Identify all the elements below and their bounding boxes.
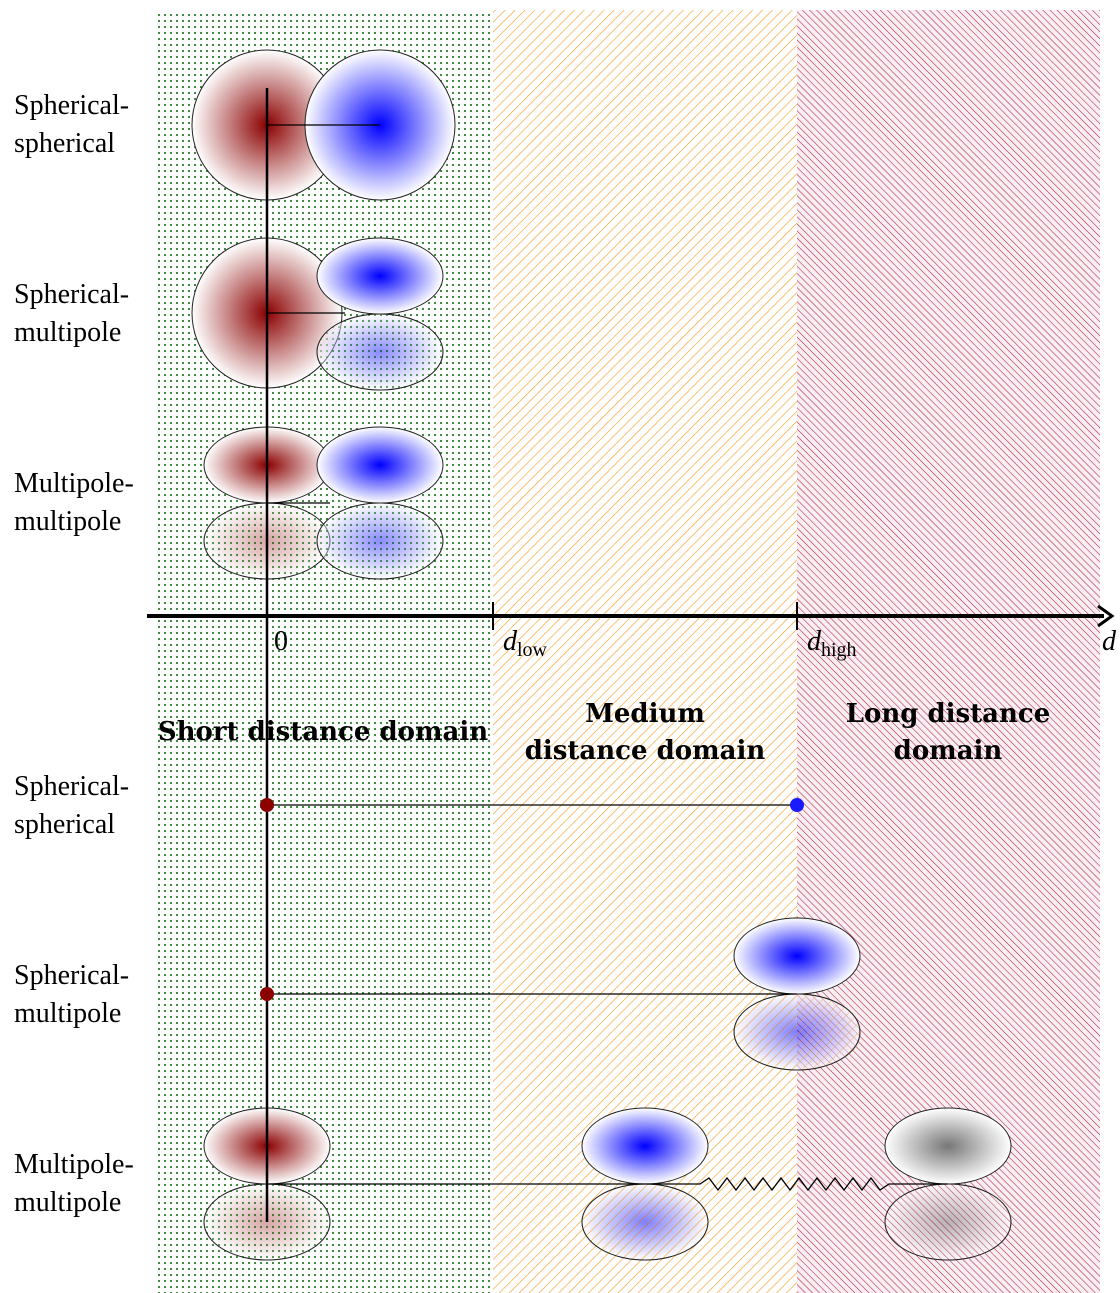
diagram: 0 dlow dhigh d Short distance domain Med…: [0, 0, 1120, 1293]
short-domain-area: [155, 10, 493, 1293]
row-label: multipole: [14, 506, 121, 537]
d-label: d: [1102, 626, 1117, 657]
point: [260, 987, 274, 1001]
row-label: multipole: [14, 317, 121, 348]
point: [790, 798, 804, 812]
row-label: multipole: [14, 1187, 121, 1218]
domain-label: distance domain: [525, 736, 766, 766]
row-label: Spherical-: [14, 90, 129, 121]
domain-label: Medium: [585, 699, 705, 729]
domain-label: domain: [894, 736, 1003, 766]
label-sub: low: [517, 639, 548, 661]
row-label: Multipole-: [14, 468, 134, 499]
origin-label: 0: [274, 626, 288, 657]
row-label: Spherical-: [14, 279, 129, 310]
label-base: d: [807, 626, 822, 657]
row-label: spherical: [14, 128, 115, 159]
label-base: d: [503, 626, 518, 657]
row-label: Multipole-: [14, 1149, 134, 1180]
point: [260, 798, 274, 812]
domain-label: Long distance: [846, 699, 1051, 729]
row-label: spherical: [14, 809, 115, 840]
domain-label: Short distance domain: [158, 717, 488, 747]
row-label: Spherical-: [14, 771, 129, 802]
label-sub: high: [821, 639, 857, 661]
row-label: Spherical-: [14, 960, 129, 991]
row-label: multipole: [14, 998, 121, 1029]
